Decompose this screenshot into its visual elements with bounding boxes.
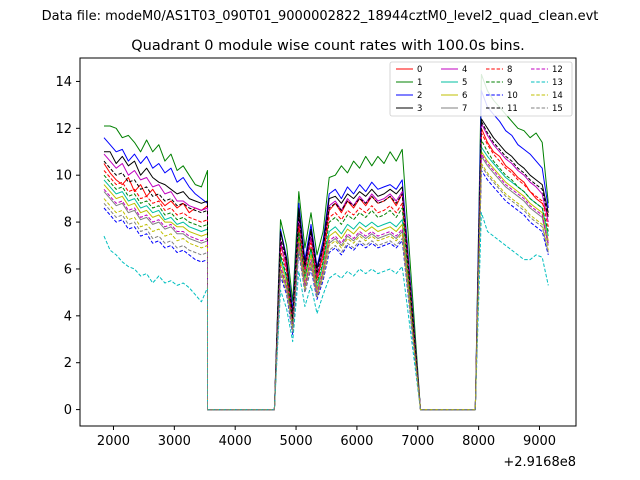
x-tick-label: 3000 [158, 434, 191, 449]
y-tick-label: 8 [64, 216, 72, 231]
x-tick-label: 5000 [280, 434, 313, 449]
x-tick-label: 9000 [523, 434, 556, 449]
legend-label-1: 1 [417, 78, 422, 88]
x-offset-label: +2.9168e8 [503, 455, 576, 470]
y-tick-label: 14 [55, 75, 72, 90]
legend-label-0: 0 [417, 65, 422, 75]
y-axis: 0 2 4 6 8 10 12 14 [55, 75, 80, 418]
x-tick-label: 8000 [462, 434, 495, 449]
chart-title: Quadrant 0 module wise count rates with … [131, 38, 525, 54]
legend-label-13: 13 [552, 78, 563, 88]
y-tick-label: 2 [64, 356, 72, 371]
legend-label-15: 15 [552, 104, 563, 114]
legend-label-2: 2 [417, 91, 422, 101]
figure-suptitle: Data file: modeM0/AS1T03_090T01_90000028… [42, 9, 599, 24]
y-tick-label: 4 [64, 309, 72, 324]
legend-label-10: 10 [507, 91, 518, 101]
legend-label-14: 14 [552, 91, 563, 101]
series-line-9 [103, 139, 549, 411]
legend-box [389, 61, 573, 117]
series-line-15 [103, 165, 549, 411]
axes-frame [79, 57, 577, 427]
y-tick-label: 6 [64, 262, 72, 277]
legend-label-4: 4 [462, 65, 467, 75]
legend-label-6: 6 [462, 91, 467, 101]
legend-label-8: 8 [507, 65, 512, 75]
legend-label-7: 7 [462, 104, 467, 114]
legend-label-5: 5 [462, 78, 467, 88]
y-tick-label: 10 [55, 169, 72, 184]
y-tick-label: 12 [55, 122, 72, 137]
x-axis: 2000 3000 4000 5000 6000 7000 8000 9000 [97, 426, 556, 449]
legend-label-12: 12 [552, 65, 563, 75]
legend-label-9: 9 [507, 78, 512, 88]
x-tick-label: 6000 [340, 434, 373, 449]
x-tick-label: 2000 [97, 434, 130, 449]
legend-label-3: 3 [417, 104, 422, 114]
y-tick-label: 0 [64, 403, 72, 418]
x-tick-label: 7000 [401, 434, 434, 449]
legend-label-11: 11 [507, 104, 518, 114]
x-tick-label: 4000 [219, 434, 252, 449]
plot-area [103, 73, 549, 411]
